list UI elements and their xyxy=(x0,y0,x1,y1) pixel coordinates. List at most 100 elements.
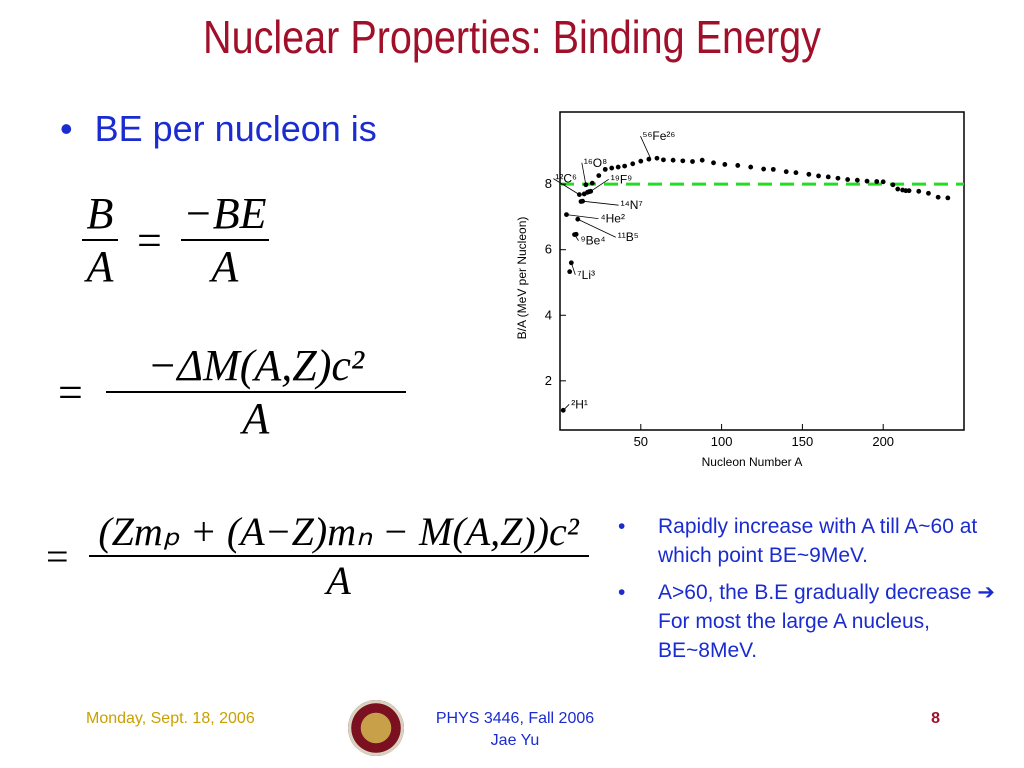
nuclide-label: ²H¹ xyxy=(571,397,588,411)
side-bullet-text: A>60, the B.E gradually decrease ➔ For m… xyxy=(658,581,995,662)
nuclide-label: ¹⁶O⁸ xyxy=(584,156,607,170)
y-tick-label: 2 xyxy=(545,373,552,388)
bullet-dot-icon: • xyxy=(618,581,626,604)
y-tick-label: 6 xyxy=(545,242,552,257)
formula1-rhs-den: A xyxy=(211,242,239,291)
data-point xyxy=(816,173,821,179)
side-bullet-list: • Rapidly increase with A till A~60 at w… xyxy=(618,512,1008,673)
data-point xyxy=(895,186,901,192)
nuclide-leader-line xyxy=(582,200,619,206)
data-point xyxy=(926,190,931,196)
bullet-dot-icon: • xyxy=(60,108,73,149)
x-tick-label: 150 xyxy=(792,434,814,449)
data-point xyxy=(602,166,608,172)
data-point xyxy=(622,163,628,169)
data-point xyxy=(690,159,695,164)
data-point xyxy=(748,164,754,170)
data-point xyxy=(854,177,860,183)
data-point xyxy=(825,174,831,180)
formula1-lhs: B A xyxy=(82,188,118,292)
formula2-den: A xyxy=(242,394,270,443)
footer-author: Jae Yu xyxy=(490,732,540,749)
side-bullet-item: • A>60, the B.E gradually decrease ➔ For… xyxy=(618,578,1008,665)
formula1-rhs-num: −BE xyxy=(183,189,267,238)
nuclide-label: ⁷Li³ xyxy=(577,268,595,282)
formula2-fraction: −ΔM(A,Z)c² A xyxy=(105,340,406,444)
nuclide-leader-line xyxy=(581,162,587,185)
data-point xyxy=(735,163,741,168)
data-point xyxy=(916,188,922,194)
nuclide-label: ⁹Be⁴ xyxy=(581,234,606,248)
nuclide-leader-line xyxy=(570,262,576,275)
formula2-num: −ΔM(A,Z)c² xyxy=(147,341,365,390)
data-point xyxy=(722,162,728,167)
data-point xyxy=(568,260,574,266)
data-point xyxy=(890,182,896,188)
y-axis-label: B/A (MeV per Nucleon) xyxy=(515,217,529,340)
main-bullet: • BE per nucleon is xyxy=(60,108,377,150)
nuclide-leader-line xyxy=(553,178,580,195)
data-point xyxy=(770,166,776,172)
formula1-lhs-num: B xyxy=(86,189,114,238)
chart-svg: 50 100 150 200 2 4 6 8 ¹⁶O⁸ ⁵⁶Fe²⁶ ¹²C⁶ ¹⁹F⁹ ¹⁴N⁷⁴… xyxy=(515,111,965,469)
formula2-equals: = xyxy=(58,367,83,417)
nuclide-label: ¹⁴N⁷ xyxy=(621,198,643,212)
data-point xyxy=(630,161,636,167)
nuclide-label: ¹¹B⁵ xyxy=(618,230,639,244)
data-point xyxy=(835,175,841,181)
footer-course: PHYS 3446, Fall 2006 xyxy=(435,710,595,727)
formula3-fraction: (Zmₚ + (A−Z)mₙ − M(A,Z))c² A xyxy=(88,508,589,604)
y-tick-label: 4 xyxy=(545,307,552,322)
data-point xyxy=(670,157,676,163)
nuclide-leader-line xyxy=(577,218,616,238)
nuclide-label: ⁵⁶Fe²⁶ xyxy=(642,129,675,143)
nuclide-leader-line xyxy=(640,136,651,159)
formula3-den: A xyxy=(326,558,351,603)
nuclide-leader-line xyxy=(574,234,579,241)
binding-energy-chart: 50 100 150 200 2 4 6 8 ¹⁶O⁸ ⁵⁶Fe²⁶ ¹²C⁶ ¹⁹F⁹ ¹⁴N⁷ ⁴… xyxy=(512,108,980,475)
data-point xyxy=(654,155,660,161)
y-tick-label: 8 xyxy=(545,176,552,191)
page-number: 8 xyxy=(931,710,940,727)
data-point xyxy=(573,231,579,237)
data-point xyxy=(935,194,941,200)
data-point xyxy=(680,158,686,164)
formula1-lhs-den: A xyxy=(86,242,114,291)
data-point xyxy=(580,198,586,204)
data-point xyxy=(880,179,886,185)
x-tick-label: 200 xyxy=(872,434,894,449)
x-tick-label: 50 xyxy=(634,434,648,449)
side-bullet-text: Rapidly increase with A till A~60 at whi… xyxy=(658,515,978,567)
side-bullet-item: • Rapidly increase with A till A~60 at w… xyxy=(618,512,1008,570)
data-point xyxy=(806,171,812,177)
nuclide-leader-line xyxy=(566,214,599,220)
footer-date: Monday, Sept. 18, 2006 xyxy=(86,710,255,727)
nuclide-label: ¹⁹F⁹ xyxy=(611,172,633,186)
data-point xyxy=(575,216,581,222)
data-point xyxy=(864,178,870,184)
bullet-dot-icon: • xyxy=(618,515,626,538)
data-point xyxy=(945,195,951,201)
data-point xyxy=(638,158,644,164)
formula-full-mass: = (Zmₚ + (A−Z)mₙ − M(A,Z))c² A xyxy=(46,508,589,604)
data-point xyxy=(589,180,595,186)
formula3-num: (Zmₚ + (A−Z)mₙ − M(A,Z))c² xyxy=(98,509,579,554)
data-point xyxy=(609,165,615,171)
x-tick-label: 100 xyxy=(711,434,733,449)
formula-mass-deficit: = −ΔM(A,Z)c² A xyxy=(58,340,406,444)
data-point xyxy=(874,179,880,184)
data-point xyxy=(588,188,594,194)
data-point xyxy=(564,212,569,218)
data-point xyxy=(615,164,621,170)
slide-title: Nuclear Properties: Binding Energy xyxy=(203,11,821,63)
data-point xyxy=(711,160,716,166)
nuclide-label: ¹²C⁶ xyxy=(555,172,577,186)
data-point xyxy=(567,269,573,275)
data-point xyxy=(699,157,705,163)
data-point xyxy=(761,166,767,172)
nuclide-leader-line xyxy=(590,179,609,192)
university-seal-icon xyxy=(348,700,404,756)
data-point xyxy=(783,169,789,175)
main-bullet-text: BE per nucleon is xyxy=(94,108,377,149)
formula1-equals: = xyxy=(137,215,162,265)
